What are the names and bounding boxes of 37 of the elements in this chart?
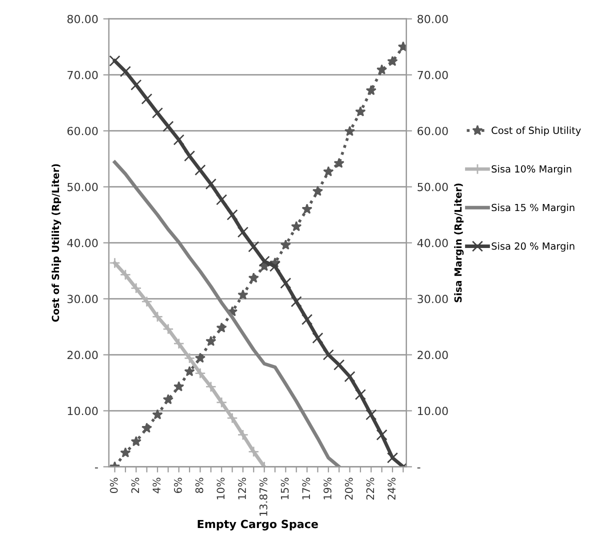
x-tick-label: 6% — [174, 478, 182, 493]
y-tick-label: 10.00 — [68, 406, 98, 416]
x-tick-label: 19% — [324, 478, 332, 500]
x-tick-label: 20% — [344, 478, 353, 500]
y2-axis-title: Sisa Margin (Rp/Liter) — [454, 184, 464, 302]
x-tick-label: 12% — [238, 478, 246, 500]
y-tick-label: 20.00 — [67, 350, 98, 360]
y-tick-label: 70.00 — [68, 70, 98, 80]
y2-tick-label: 10.00 — [418, 406, 448, 416]
y2-tick-label: 20.00 — [418, 350, 448, 360]
x-tick-label: 24% — [388, 478, 396, 500]
y2-tick-label: 30.00 — [418, 294, 448, 304]
x-tick-label: 4% — [152, 478, 161, 494]
y2-tick-label: 70.00 — [418, 70, 448, 80]
x-tick-label: 10% — [216, 478, 225, 500]
y-tick-label: 50.00 — [68, 182, 98, 192]
y2-tick-label: 60.00 — [418, 126, 448, 136]
y-axis-title: Cost of Ship Utility (Rp/Liter) — [52, 164, 62, 322]
x-tick-label: 15% — [280, 478, 289, 500]
x-tick-label: 8% — [195, 478, 204, 494]
x-tick-label: 0% — [110, 478, 118, 494]
y-tick-label: 60.00 — [67, 126, 98, 136]
y2-tick-label: 80.00 — [418, 14, 448, 24]
legend-label: Sisa 10% Margin — [492, 165, 572, 174]
y-tick-label: 40.00 — [67, 238, 98, 248]
x-tick-label: 22% — [366, 478, 374, 500]
x-tick-label: 17% — [302, 478, 310, 500]
legend-label: Sisa 15 % Margin — [492, 204, 574, 214]
x-tick-label: 13.87% — [259, 478, 268, 516]
x-axis-title: Empty Cargo Space — [198, 520, 318, 530]
x-tick-label: 2% — [131, 478, 140, 493]
y-tick-label: 30.00 — [68, 294, 98, 304]
legend-label: Sisa 20 % Margin — [492, 242, 574, 252]
y2-tick-label: 40.00 — [417, 238, 448, 248]
y2-tick-label: 50.00 — [418, 182, 448, 192]
y-tick-label: 80.00 — [67, 14, 98, 24]
legend-label: Cost of Ship Utility — [492, 126, 581, 136]
